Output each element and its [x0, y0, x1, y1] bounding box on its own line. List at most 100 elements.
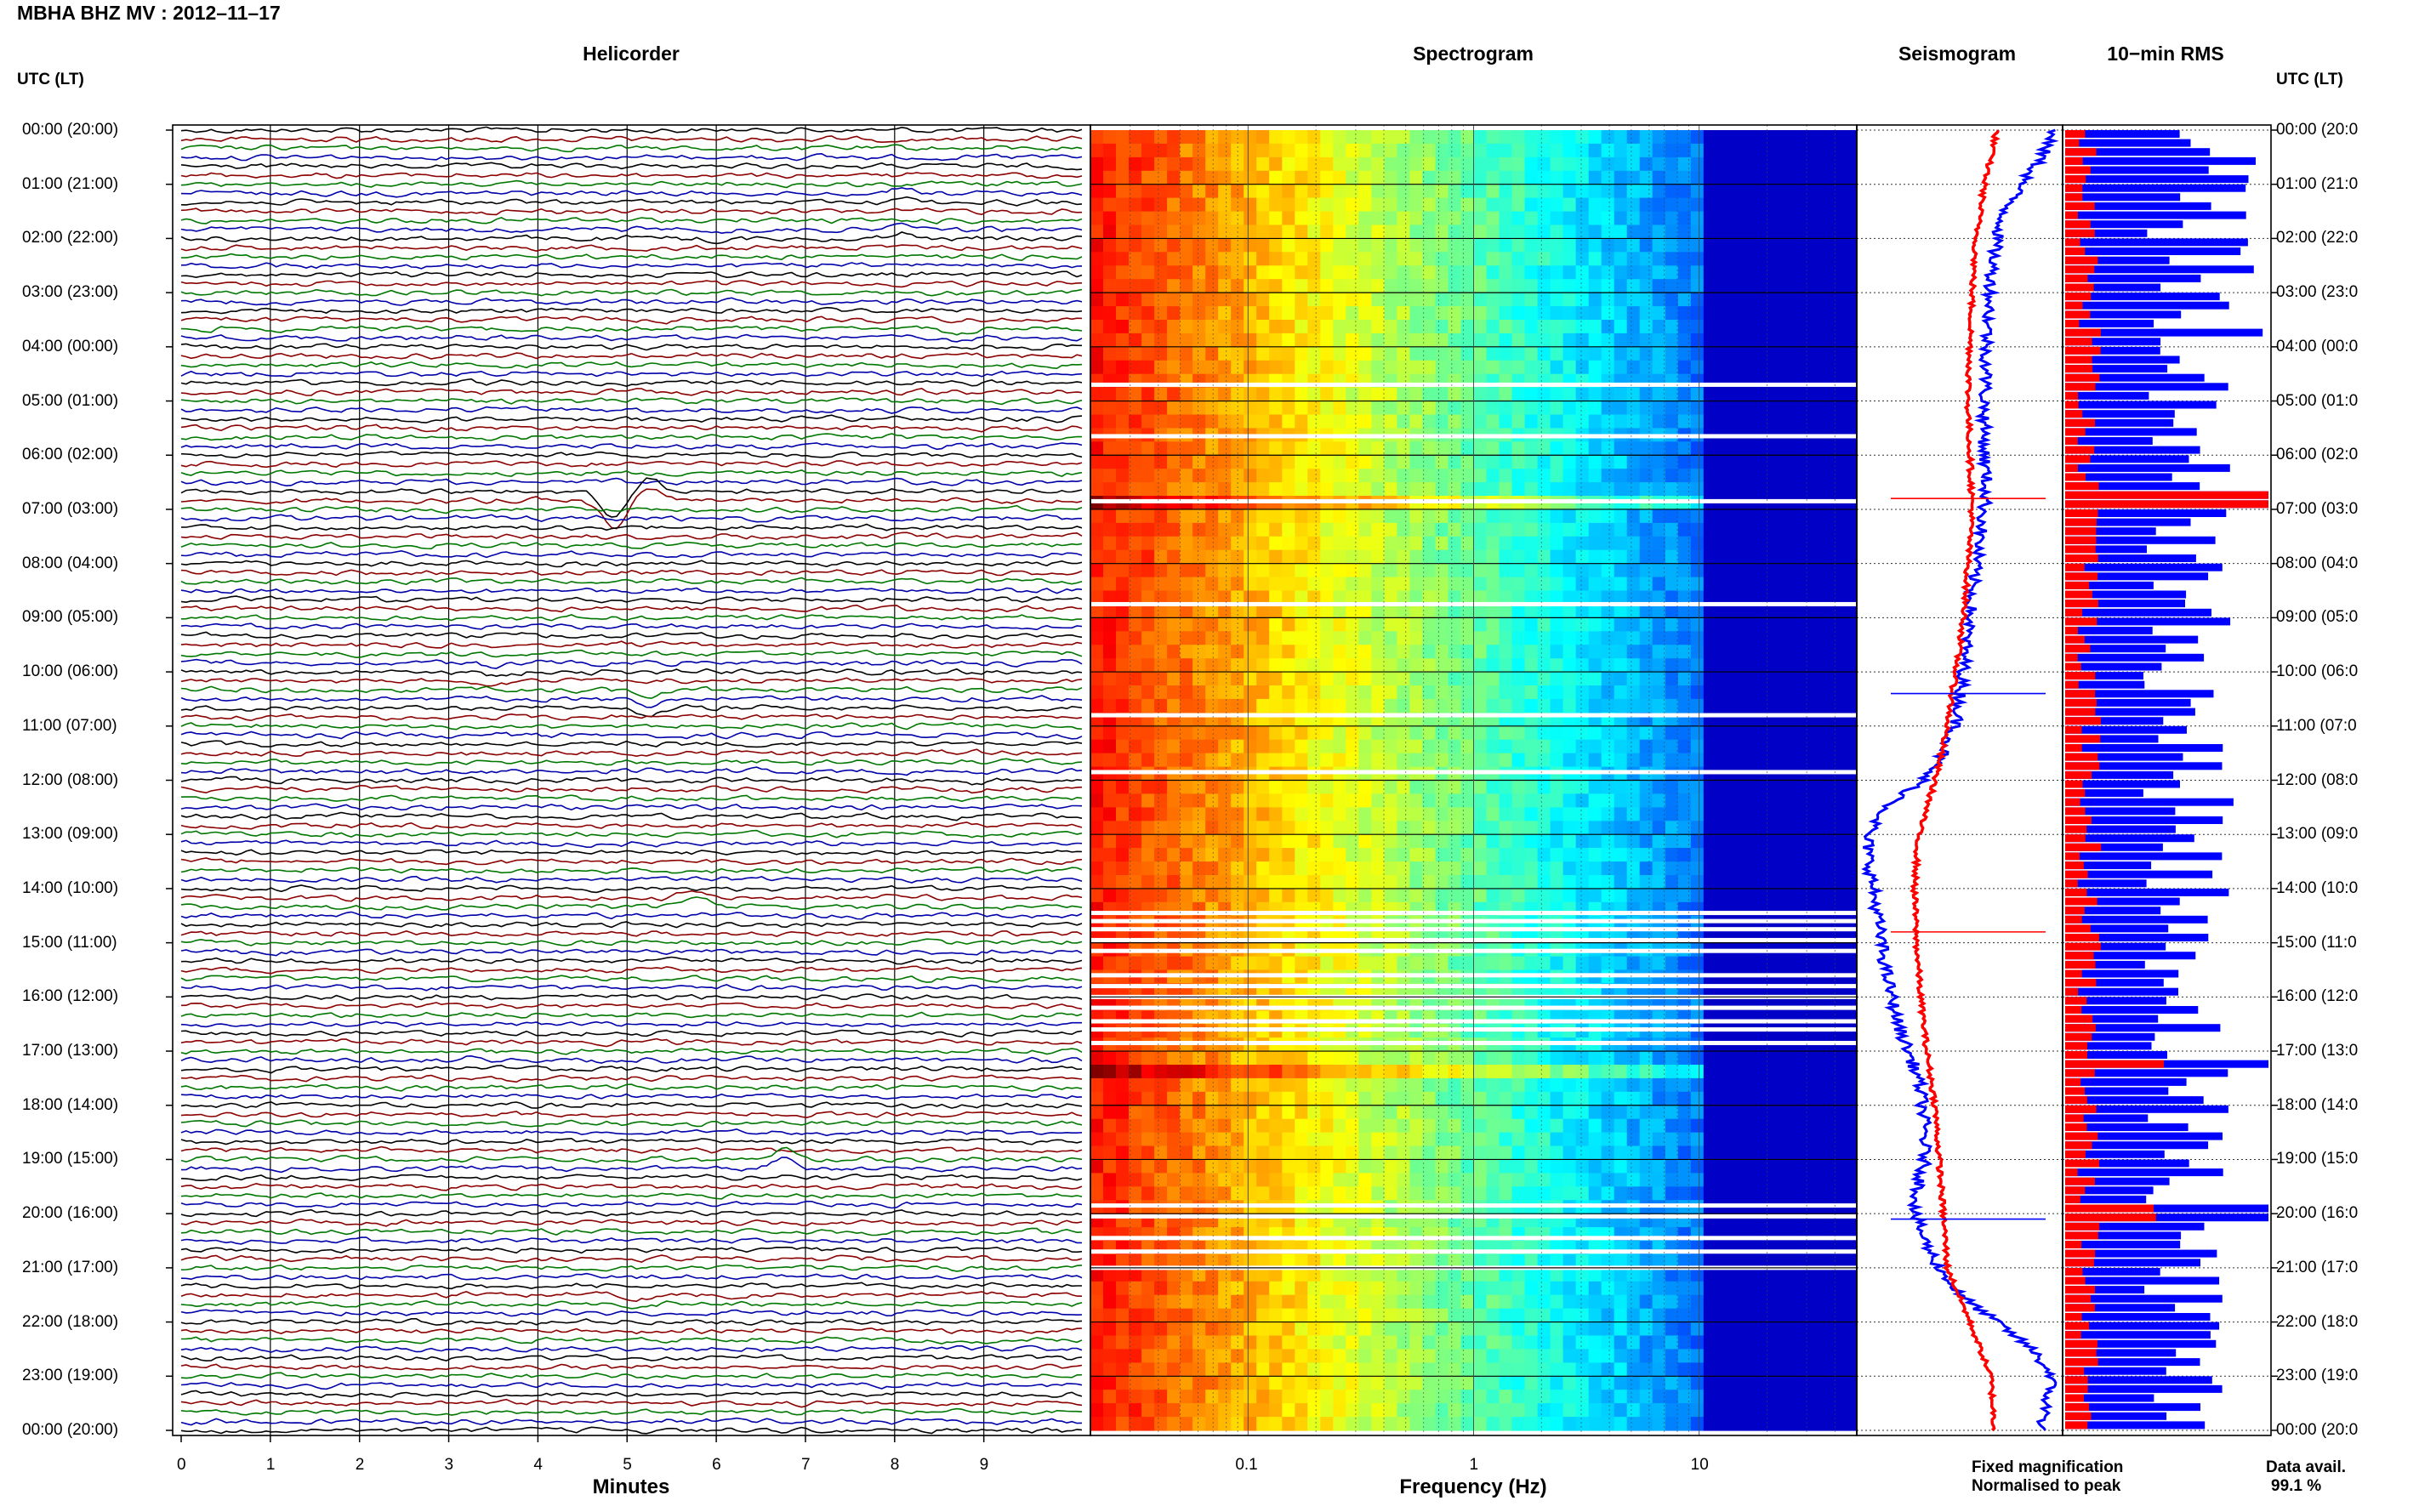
spectrogram-cell [1320, 698, 1334, 713]
spectrogram-cell [1818, 793, 1832, 808]
spectrogram-cell [1358, 387, 1372, 402]
helicorder-trace [180, 896, 1083, 911]
spectrogram-cell [1307, 509, 1321, 524]
spectrogram-cell [1435, 617, 1449, 632]
spectrogram-cell [1180, 360, 1193, 375]
spectrogram-cell [1269, 509, 1283, 524]
spectrogram-cell [1333, 469, 1346, 483]
spectrogram-cell [1192, 780, 1206, 794]
spectrogram-cell [1626, 848, 1641, 862]
spectrogram-cell [1244, 725, 1257, 741]
spectrogram-cell [1167, 197, 1181, 213]
spectrogram-cell [1792, 685, 1807, 700]
spectrogram-cell [1333, 293, 1346, 307]
spectrogram-cell [1575, 184, 1590, 199]
spectrogram-cell [1409, 184, 1423, 199]
spectrogram-cell [1511, 536, 1526, 551]
spectrogram-cell [1090, 631, 1104, 645]
spectrogram-cell [1524, 848, 1539, 862]
spectrogram-cell [1626, 360, 1641, 375]
spectrogram-cell [1167, 725, 1181, 741]
spectrogram-cell [1844, 320, 1858, 334]
helicorder-trace [180, 794, 1083, 803]
spectrogram-cell [1180, 156, 1193, 172]
spectrogram-cell [1167, 293, 1181, 307]
spectrogram-cell [1818, 604, 1832, 618]
spectrogram-cell [1499, 522, 1513, 537]
spectrogram-cell [1588, 1105, 1602, 1120]
spectrogram-cell [1741, 793, 1756, 808]
spectrogram-cell [1167, 793, 1181, 808]
helicorder-trace [180, 207, 1083, 216]
spectrogram-cell [1626, 1159, 1641, 1174]
spectrogram-cell [1767, 333, 1781, 348]
spectrogram-cell [1588, 225, 1602, 239]
spectrogram-cell [1473, 1077, 1488, 1093]
spectrogram-cell [1677, 509, 1692, 524]
spectrogram-cell [1192, 130, 1206, 145]
spectrogram-cell [1473, 170, 1488, 185]
spectrogram-cell [1511, 225, 1526, 239]
spectrogram-cell [1575, 455, 1590, 469]
spectrogram-cell [1218, 441, 1232, 456]
spectrogram-cell [1511, 1065, 1526, 1079]
spectrogram-cell [1371, 482, 1385, 497]
spectrogram-cell [1192, 848, 1206, 862]
spectrogram-cell [1269, 1186, 1283, 1201]
spectrogram-cell [1154, 753, 1168, 768]
spectrogram-cell [1116, 346, 1130, 361]
spectrogram-cell [1792, 658, 1807, 673]
spectrogram-cell [1205, 725, 1219, 741]
spectrogram-cell [1218, 807, 1232, 821]
spectrogram-cell [1116, 401, 1130, 415]
spectrogram-cell [1256, 631, 1270, 645]
spectrogram-cell [1460, 360, 1475, 375]
spectrogram-cell [1218, 1173, 1232, 1187]
spectrogram-cell [1103, 252, 1117, 266]
spectrogram-cell [1397, 184, 1410, 199]
spectrogram-cell [1409, 956, 1423, 971]
spectrogram-cell [1754, 293, 1768, 307]
spectrogram-cell [1703, 807, 1717, 821]
spectrogram-cell [1448, 1118, 1462, 1134]
spectrogram-cell [1307, 1077, 1321, 1093]
spectrogram-cell [1103, 211, 1117, 226]
spectrogram-cell [1244, 617, 1257, 632]
spectrogram-cell [1090, 1051, 1104, 1066]
spectrogram-cell [1575, 1173, 1590, 1187]
spectrogram-cell [1154, 130, 1168, 145]
spectrogram-cell [1295, 170, 1308, 185]
spectrogram-cell [1116, 549, 1130, 565]
spectrogram-cell [1562, 590, 1577, 605]
spectrogram-cell [1626, 821, 1641, 835]
spectrogram-cell [1844, 1065, 1858, 1079]
spectrogram-cell [1754, 1065, 1768, 1079]
spectrogram-cell [1677, 1051, 1692, 1066]
spectrogram-cell [1562, 482, 1577, 497]
spectrogram-cell [1486, 1065, 1500, 1079]
spectrogram-cell [1384, 482, 1397, 497]
spectrogram-cell [1103, 549, 1117, 565]
spectrogram-cell [1409, 1173, 1423, 1187]
spectrogram-cell [1409, 848, 1423, 862]
spectrogram-cell [1741, 156, 1756, 172]
spectrogram-cell [1601, 861, 1615, 876]
spectrogram-cell [1665, 143, 1679, 158]
spectrogram-cell [1588, 604, 1602, 618]
spectrogram-cell [1346, 753, 1359, 768]
spectrogram-cell [1167, 1173, 1181, 1187]
spectrogram-cell [1511, 793, 1526, 808]
spectrogram-cell [1499, 1091, 1513, 1106]
spectrogram-cell [1141, 645, 1155, 659]
helicorder-trace [180, 984, 1083, 992]
spectrogram-cell [1244, 1105, 1257, 1120]
spectrogram-cell [1307, 631, 1321, 645]
spectrogram-cell [1244, 333, 1257, 348]
spectrogram-cell [1167, 834, 1181, 849]
spectrogram-cell [1422, 252, 1436, 266]
spectrogram-cell [1562, 1159, 1577, 1174]
spectrogram-cell [1205, 197, 1219, 213]
spectrogram-cell [1346, 346, 1359, 361]
spectrogram-cell [1511, 346, 1526, 361]
spectrogram-cell [1180, 1145, 1193, 1160]
